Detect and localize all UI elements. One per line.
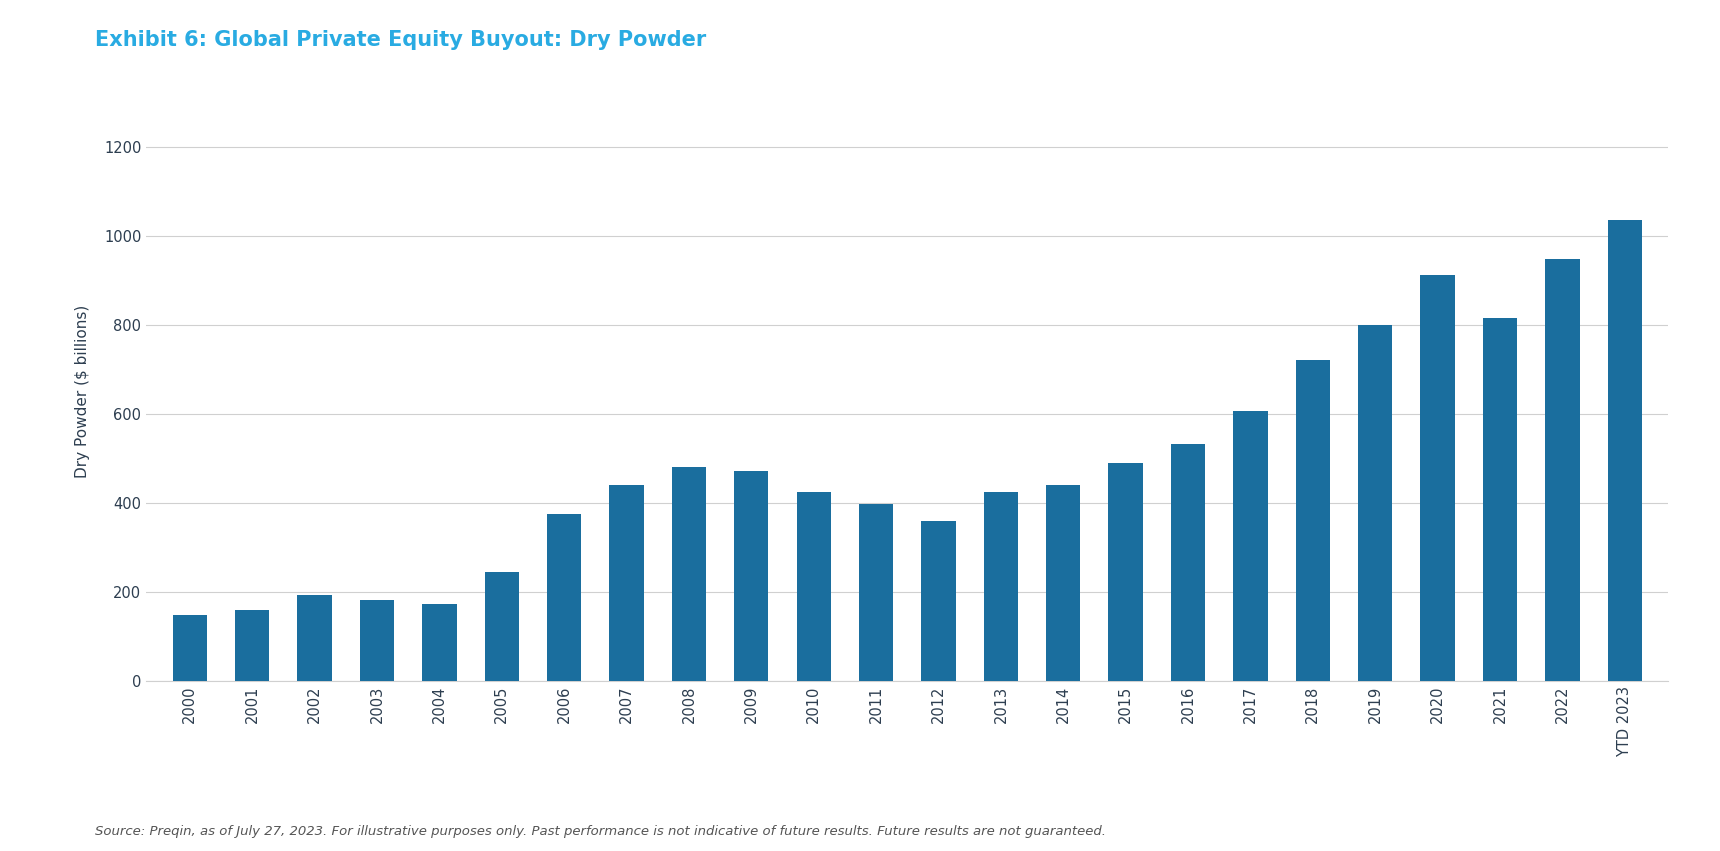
Bar [1046, 485, 1080, 681]
Bar [796, 492, 831, 681]
Bar [1171, 444, 1206, 681]
Text: Source: Preqin, as of July 27, 2023. For illustrative purposes only. Past perfor: Source: Preqin, as of July 27, 2023. For… [95, 825, 1106, 838]
Bar [1545, 259, 1579, 681]
Bar [1295, 360, 1330, 681]
Bar [984, 492, 1018, 681]
Bar [236, 609, 270, 681]
Bar [172, 615, 206, 681]
Bar [609, 485, 643, 681]
Bar [1608, 220, 1643, 681]
Bar [922, 522, 956, 681]
Bar [673, 467, 707, 681]
Bar [421, 604, 456, 681]
Bar [734, 471, 769, 681]
Bar [547, 514, 581, 681]
Bar [1108, 463, 1142, 681]
Bar [858, 504, 893, 681]
Bar [1483, 318, 1517, 681]
Bar [298, 596, 332, 681]
Bar [1233, 412, 1268, 681]
Text: Exhibit 6: Global Private Equity Buyout: Dry Powder: Exhibit 6: Global Private Equity Buyout:… [95, 30, 705, 50]
Bar [359, 600, 394, 681]
Bar [1359, 325, 1393, 681]
Bar [485, 572, 519, 681]
Y-axis label: Dry Powder ($ billions): Dry Powder ($ billions) [76, 305, 89, 478]
Bar [1421, 275, 1455, 681]
